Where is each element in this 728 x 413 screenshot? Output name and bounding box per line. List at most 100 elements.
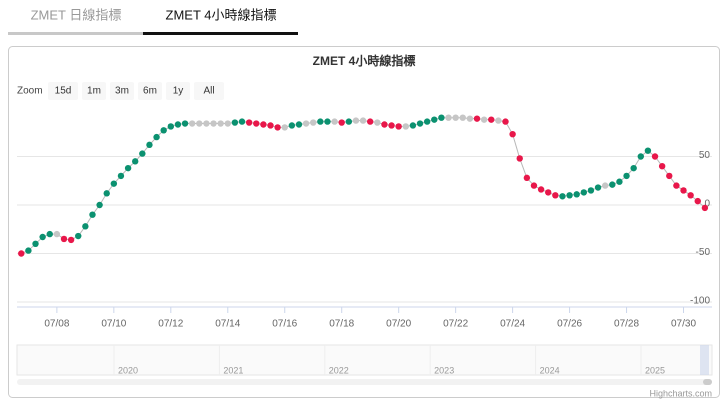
data-point[interactable] xyxy=(630,164,637,172)
tab[interactable]: ZMET 日線指標 xyxy=(31,7,122,22)
navigator-window[interactable] xyxy=(700,345,709,375)
data-point[interactable] xyxy=(523,174,531,182)
data-point[interactable] xyxy=(253,120,260,127)
data-point[interactable] xyxy=(60,235,68,243)
data-point[interactable] xyxy=(438,114,445,121)
data-point[interactable] xyxy=(666,172,673,180)
data-point[interactable] xyxy=(416,120,424,127)
data-point[interactable] xyxy=(310,119,317,126)
data-point[interactable] xyxy=(53,230,61,238)
data-point[interactable] xyxy=(160,127,167,134)
zoom-button[interactable] xyxy=(138,82,162,100)
data-point[interactable] xyxy=(352,117,360,124)
data-point[interactable] xyxy=(466,115,474,122)
scrollbar-thumb[interactable] xyxy=(703,379,712,385)
data-point[interactable] xyxy=(238,118,246,125)
data-point[interactable] xyxy=(459,114,466,121)
data-point[interactable] xyxy=(67,236,75,244)
data-point[interactable] xyxy=(537,186,545,193)
data-point[interactable] xyxy=(331,118,338,125)
data-point[interactable] xyxy=(124,164,132,172)
data-point[interactable] xyxy=(139,150,146,157)
data-point[interactable] xyxy=(559,193,566,200)
zoom-button-label[interactable]: 3m xyxy=(115,86,129,97)
data-point[interactable] xyxy=(687,192,694,199)
data-point[interactable] xyxy=(388,122,395,129)
data-point[interactable] xyxy=(488,116,495,123)
data-point[interactable] xyxy=(680,187,687,194)
data-point[interactable] xyxy=(509,130,516,138)
data-point[interactable] xyxy=(601,182,609,189)
data-point[interactable] xyxy=(445,114,452,121)
data-point[interactable] xyxy=(224,120,231,127)
zoom-button-label[interactable]: 1y xyxy=(173,86,184,97)
data-point[interactable] xyxy=(103,190,110,197)
data-point[interactable] xyxy=(431,116,438,123)
data-point[interactable] xyxy=(609,181,616,188)
data-point[interactable] xyxy=(110,180,118,187)
data-point[interactable] xyxy=(658,163,666,170)
data-point[interactable] xyxy=(89,211,96,218)
data-point[interactable] xyxy=(651,153,659,160)
data-point[interactable] xyxy=(644,147,652,154)
zoom-button-label[interactable]: 15d xyxy=(55,86,72,97)
data-point[interactable] xyxy=(18,250,25,257)
data-point[interactable] xyxy=(302,120,310,127)
data-point[interactable] xyxy=(188,120,196,127)
data-point[interactable] xyxy=(146,141,153,149)
zoom-button[interactable] xyxy=(194,82,224,100)
data-point[interactable] xyxy=(580,189,588,196)
data-point[interactable] xyxy=(96,201,103,209)
data-point[interactable] xyxy=(623,172,630,180)
data-point[interactable] xyxy=(701,204,709,212)
data-point[interactable] xyxy=(637,153,644,160)
data-point[interactable] xyxy=(46,230,53,238)
data-point[interactable] xyxy=(267,122,274,129)
data-point[interactable] xyxy=(174,121,182,128)
navigator[interactable] xyxy=(16,344,713,376)
data-point[interactable] xyxy=(203,120,210,127)
data-point[interactable] xyxy=(673,182,680,189)
data-point[interactable] xyxy=(153,133,160,141)
scrollbar[interactable] xyxy=(17,379,712,385)
data-point[interactable] xyxy=(210,120,217,127)
data-point[interactable] xyxy=(473,115,481,122)
data-point[interactable] xyxy=(167,123,175,130)
data-point[interactable] xyxy=(502,118,509,125)
data-point[interactable] xyxy=(616,178,623,185)
data-point[interactable] xyxy=(288,122,296,129)
data-point[interactable] xyxy=(530,182,538,189)
data-point[interactable] xyxy=(402,123,410,130)
data-point[interactable] xyxy=(566,192,573,199)
data-point[interactable] xyxy=(295,121,303,128)
data-point[interactable] xyxy=(573,191,580,198)
data-point[interactable] xyxy=(366,118,374,125)
credits[interactable]: Highcharts.com xyxy=(649,388,712,398)
data-point[interactable] xyxy=(395,123,402,130)
data-point[interactable] xyxy=(117,172,125,180)
data-point[interactable] xyxy=(552,192,559,199)
data-point[interactable] xyxy=(75,232,82,240)
data-point[interactable] xyxy=(324,118,331,125)
data-point[interactable] xyxy=(374,119,381,126)
data-point[interactable] xyxy=(281,124,288,131)
data-point[interactable] xyxy=(495,117,502,124)
data-point[interactable] xyxy=(452,114,459,121)
data-point[interactable] xyxy=(338,119,345,126)
data-point[interactable] xyxy=(181,120,189,127)
zoom-button[interactable] xyxy=(48,82,78,100)
zoom-button-label[interactable]: 1m xyxy=(87,86,101,97)
data-point[interactable] xyxy=(82,223,89,230)
zoom-button[interactable] xyxy=(82,82,106,100)
data-point[interactable] xyxy=(409,122,417,129)
data-point[interactable] xyxy=(32,240,39,247)
zoom-button[interactable] xyxy=(110,82,134,100)
zoom-button-label[interactable]: All xyxy=(203,86,214,97)
data-point[interactable] xyxy=(587,187,595,194)
data-point[interactable] xyxy=(260,121,267,128)
data-point[interactable] xyxy=(359,117,367,124)
data-point[interactable] xyxy=(381,121,388,128)
data-point[interactable] xyxy=(25,247,32,254)
data-point[interactable] xyxy=(245,119,253,126)
data-point[interactable] xyxy=(231,119,239,126)
